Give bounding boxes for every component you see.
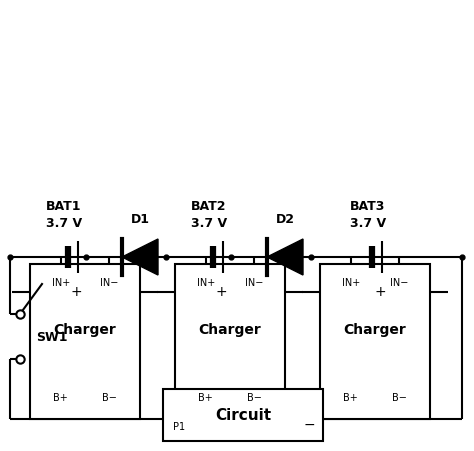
Bar	[163, 389, 323, 441]
Text: Charger: Charger	[344, 322, 406, 336]
Polygon shape	[267, 239, 303, 276]
Text: −: −	[303, 417, 315, 431]
Text: B−: B−	[247, 392, 262, 402]
Bar	[30, 264, 140, 419]
Text: +: +	[374, 285, 386, 299]
Text: IN+: IN+	[197, 277, 215, 287]
Text: SW1: SW1	[36, 330, 67, 343]
Text: B+: B+	[54, 392, 68, 402]
Text: 3.7 V: 3.7 V	[46, 216, 82, 230]
Text: P1: P1	[173, 421, 185, 431]
Text: Circuit: Circuit	[215, 408, 271, 423]
Text: IN+: IN+	[52, 277, 70, 287]
Text: BAT1: BAT1	[46, 199, 82, 212]
Text: 3.7 V: 3.7 V	[191, 216, 227, 230]
Text: +: +	[70, 285, 82, 299]
Text: D1: D1	[130, 212, 149, 226]
Text: BAT2: BAT2	[191, 199, 227, 212]
Text: D2: D2	[275, 212, 294, 226]
Text: IN−: IN−	[245, 277, 264, 287]
Text: Charger: Charger	[199, 322, 261, 336]
Bar	[175, 264, 285, 419]
Text: B+: B+	[199, 392, 213, 402]
Text: +: +	[215, 285, 227, 299]
Text: IN+: IN+	[342, 277, 360, 287]
Text: IN−: IN−	[100, 277, 118, 287]
Text: IN−: IN−	[390, 277, 409, 287]
Text: B+: B+	[344, 392, 358, 402]
Text: 3.7 V: 3.7 V	[350, 216, 386, 230]
Text: Charger: Charger	[54, 322, 117, 336]
Bar	[320, 264, 430, 419]
Polygon shape	[122, 239, 158, 276]
Text: B−: B−	[392, 392, 407, 402]
Text: BAT3: BAT3	[350, 199, 386, 212]
Text: B−: B−	[102, 392, 117, 402]
